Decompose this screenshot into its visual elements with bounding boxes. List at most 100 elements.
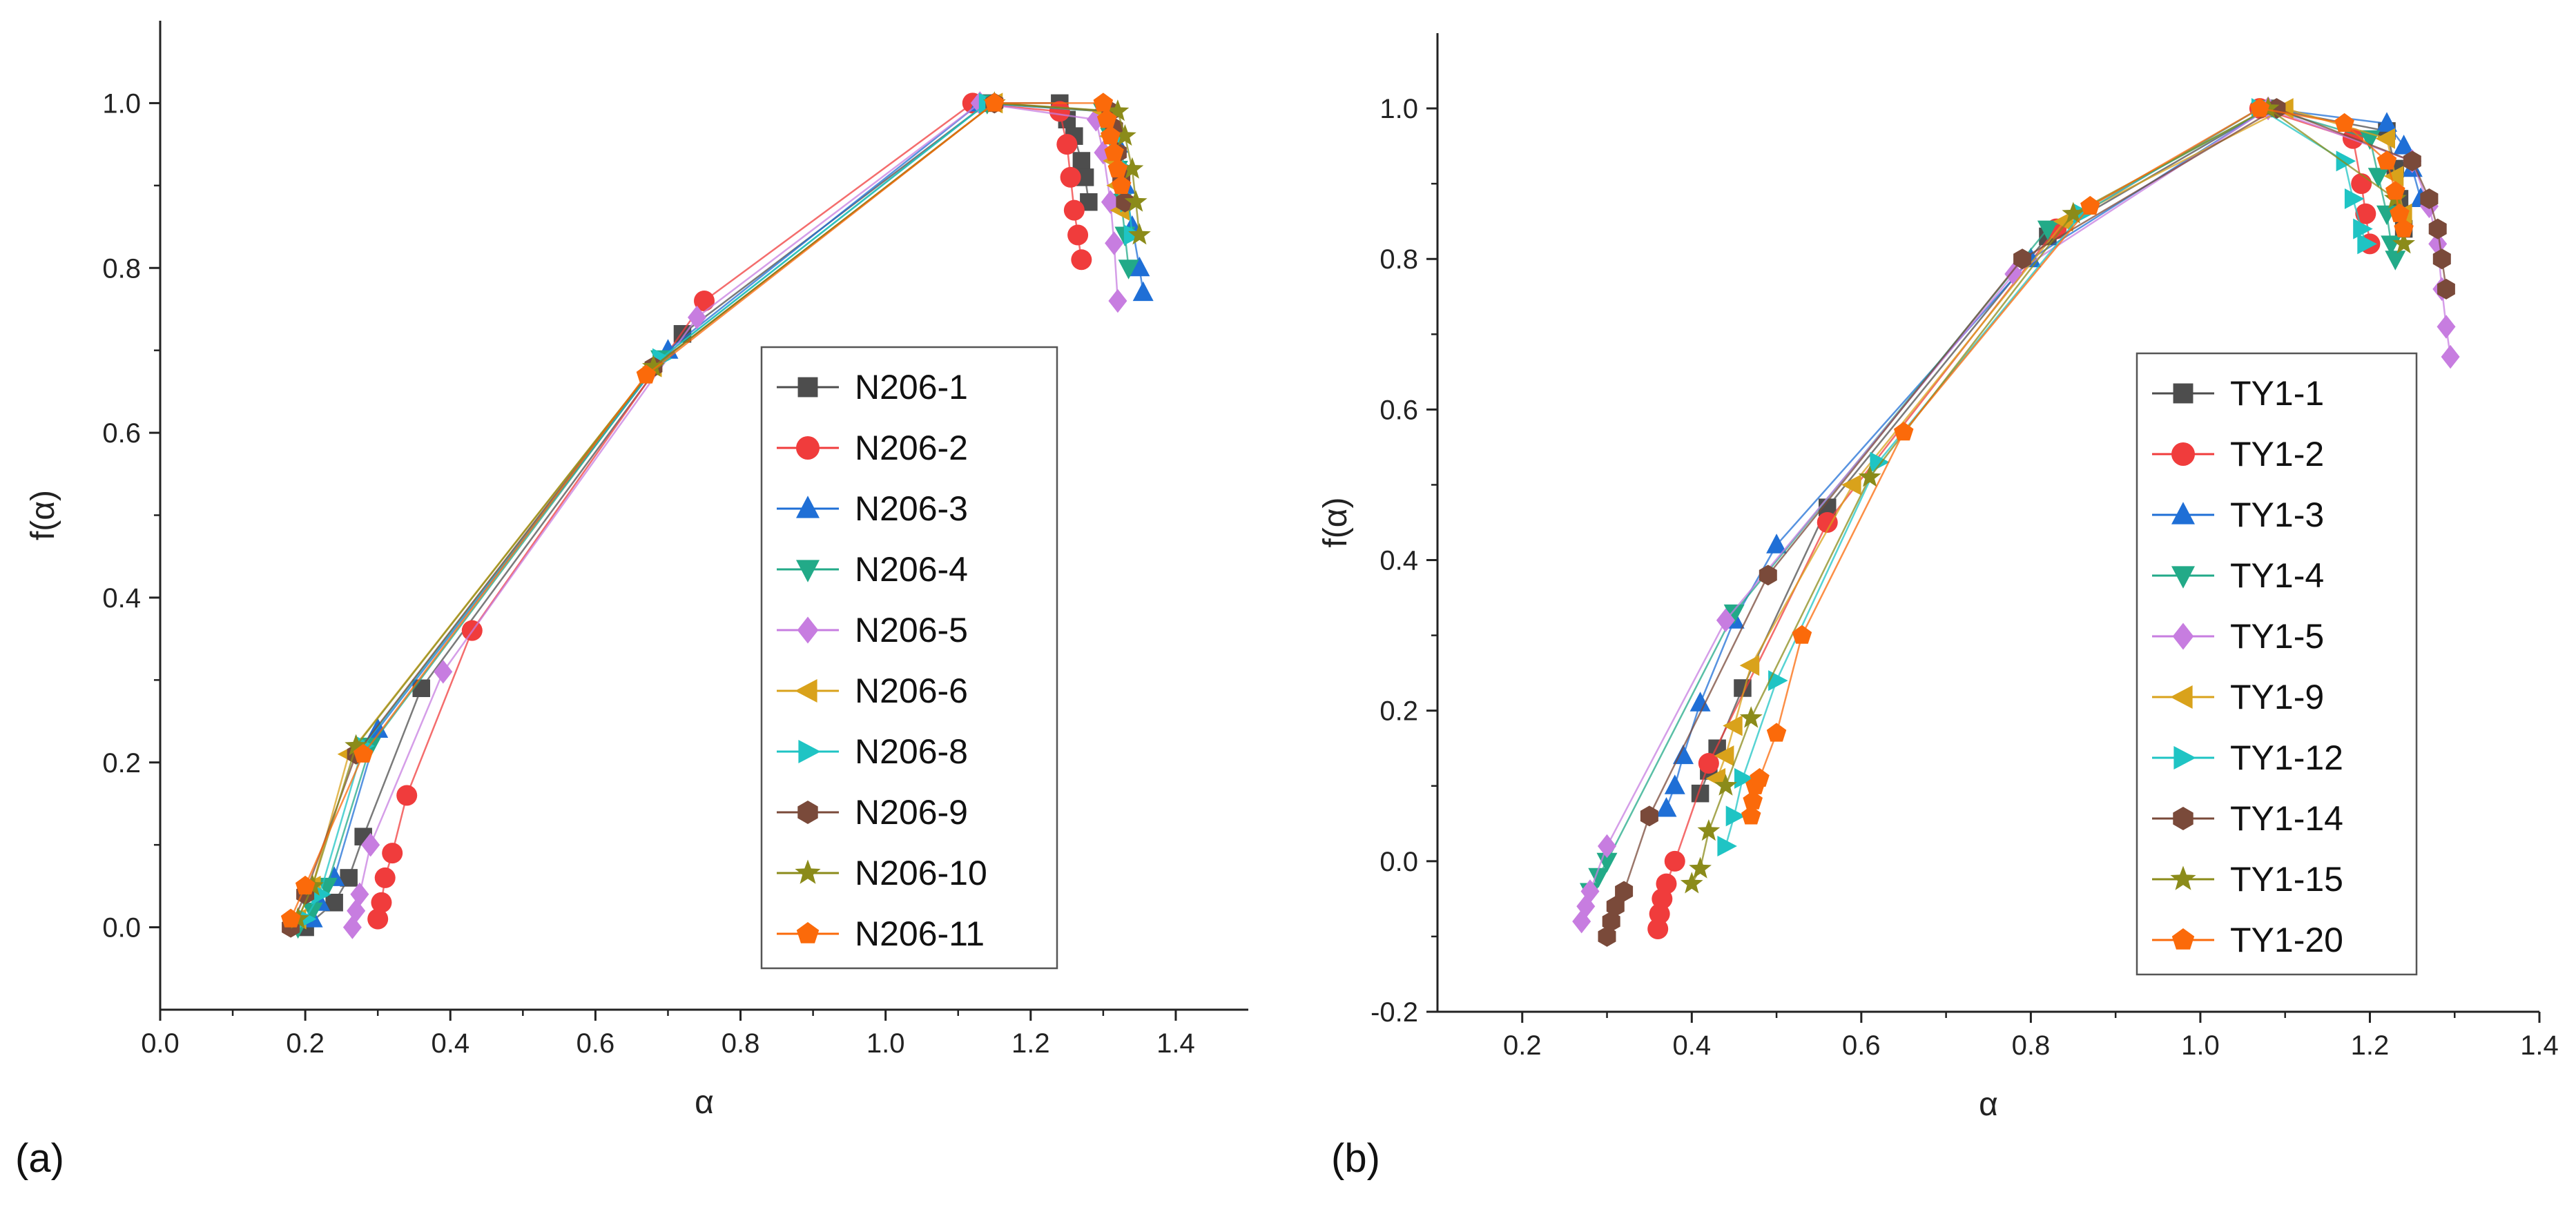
data-point-TY1-4 — [1588, 868, 1609, 888]
data-point-TY1-20 — [2334, 112, 2354, 132]
series-TY1-20 — [1741, 98, 2414, 825]
legend-entry: TY1-5 — [2152, 617, 2324, 656]
data-point-N206-11 — [295, 875, 316, 894]
legend-marker-TY1-1 — [2173, 383, 2194, 404]
data-point-TY1-5 — [2428, 232, 2448, 256]
legend-label: TY1-20 — [2230, 921, 2343, 959]
x-tick-label: 1.2 — [1011, 1028, 1050, 1059]
data-point-TY1-12 — [2336, 150, 2356, 172]
legend-label: N206-9 — [855, 793, 968, 832]
data-point-TY1-3 — [1766, 533, 1788, 553]
data-point-N206-3 — [1129, 256, 1150, 277]
legend-marker-TY1-5 — [2172, 623, 2194, 650]
data-point-TY1-5 — [2004, 262, 2024, 286]
data-point-TY1-9 — [1714, 745, 1734, 767]
data-point-N206-10 — [1114, 124, 1136, 146]
data-point-TY1-14 — [2403, 150, 2421, 172]
data-point-N206-11 — [1093, 92, 1114, 112]
data-point-N206-1 — [412, 679, 430, 698]
legend-label: TY1-2 — [2230, 435, 2324, 473]
legend-label: TY1-3 — [2230, 496, 2324, 534]
y-tick-label: 0.0 — [102, 913, 141, 943]
x-tick-label: 1.4 — [1156, 1028, 1195, 1059]
legend-label: N206-2 — [855, 429, 968, 467]
x-tick-label: 1.2 — [2351, 1030, 2390, 1061]
data-point-TY1-14 — [2432, 248, 2451, 270]
legend-marker-TY1-4 — [2171, 566, 2195, 589]
panel-label-b: (b) — [1331, 1136, 1380, 1181]
legend-entry: N206-1 — [777, 368, 968, 406]
data-point-N206-11 — [1104, 142, 1124, 161]
data-point-N206-10 — [642, 355, 665, 377]
data-point-TY1-9 — [1841, 474, 1861, 496]
data-point-TY1-20 — [1766, 723, 1787, 742]
data-point-N206-2 — [1060, 166, 1081, 188]
legend-label: N206-3 — [855, 489, 968, 528]
data-point-TY1-2 — [1698, 753, 1719, 774]
data-point-N206-11 — [1096, 109, 1117, 128]
legend-label: N206-8 — [855, 732, 968, 771]
data-point-N206-9 — [1116, 191, 1134, 213]
x-tick-label: 0.0 — [141, 1028, 180, 1059]
data-point-TY1-2 — [1664, 850, 1685, 872]
legend-a: N206-1 N206-2 N206-3 N206-4 N206-5 N206-6 N206… — [760, 346, 1058, 970]
data-point-TY1-2 — [1647, 919, 1669, 940]
data-point-TY1-2 — [2351, 173, 2372, 195]
data-point-TY1-5 — [2437, 315, 2456, 339]
legend-marker-N206-8 — [798, 740, 821, 763]
data-point-TY1-15 — [2062, 202, 2085, 224]
data-point-TY1-20 — [1750, 767, 1770, 787]
legend-label: N206-4 — [855, 550, 968, 589]
x-tick-label: 0.6 — [1842, 1030, 1881, 1061]
data-point-TY1-3 — [2393, 135, 2414, 155]
data-point-TY1-5 — [1580, 879, 1600, 903]
data-point-N206-2 — [1071, 249, 1092, 271]
y-tick-label: 0.8 — [1379, 244, 1418, 275]
legend-marker-TY1-15 — [2170, 865, 2196, 890]
legend-b: TY1-1 TY1-2 TY1-3 TY1-4 TY1-5 TY1-9 TY1-12 TY1-… — [2136, 352, 2418, 976]
axes-b: 0.2 0.4 0.6 0.8 1.0 1.2 1.4 -0.2 0.0 0.2 0.4 0.6 0.8… — [1371, 33, 2559, 1061]
data-point-N206-2 — [367, 908, 389, 930]
legend-entry: TY1-15 — [2152, 860, 2343, 899]
data-point-TY1-2 — [1656, 873, 1677, 894]
legend-label: TY1-12 — [2230, 738, 2343, 777]
legend-entry: N206-6 — [777, 672, 968, 710]
x-tick-label: 0.8 — [722, 1028, 760, 1059]
series-line-N206-10 — [297, 102, 1141, 920]
data-point-N206-2 — [396, 785, 418, 806]
data-point-N206-2 — [1063, 199, 1085, 221]
legend-marker-N206-5 — [797, 616, 819, 644]
data-point-TY1-14 — [2428, 218, 2447, 239]
legend-marker-TY1-2 — [2171, 442, 2195, 466]
legend-entry: N206-10 — [777, 854, 987, 892]
legend-entry: N206-5 — [777, 611, 968, 649]
legend-marker-TY1-12 — [2173, 746, 2196, 770]
data-point-N206-5 — [347, 899, 366, 923]
legend-marker-TY1-3 — [2171, 502, 2195, 525]
x-tick-label: 0.4 — [431, 1028, 469, 1059]
y-axis-title-a: f(α) — [25, 490, 61, 540]
data-point-TY1-20 — [2080, 195, 2100, 215]
x-tick-label: 0.4 — [1673, 1030, 1712, 1061]
legend-entry: TY1-3 — [2152, 496, 2324, 534]
data-point-TY1-14 — [1606, 896, 1625, 917]
legend-label: N206-5 — [855, 611, 968, 649]
x-tick-label: 0.6 — [577, 1028, 615, 1059]
data-point-TY1-14 — [1615, 881, 1634, 902]
data-point-N206-11 — [280, 908, 301, 928]
data-point-N206-11 — [353, 743, 374, 763]
data-point-TY1-12 — [1717, 836, 1737, 856]
data-point-N206-5 — [342, 915, 362, 939]
data-point-TY1-15 — [1858, 465, 1881, 487]
data-point-N206-10 — [1121, 157, 1144, 179]
legend-entry: N206-8 — [777, 732, 968, 771]
data-point-N206-2 — [1049, 101, 1070, 122]
data-point-TY1-14 — [1640, 805, 1658, 827]
legend-entry: TY1-14 — [2152, 799, 2343, 838]
data-point-TY1-20 — [2385, 181, 2405, 200]
data-point-TY1-14 — [1759, 565, 1777, 586]
data-point-TY1-3 — [1664, 774, 1685, 794]
data-point-TY1-20 — [2390, 203, 2410, 222]
legend-label: TY1-5 — [2230, 617, 2324, 656]
